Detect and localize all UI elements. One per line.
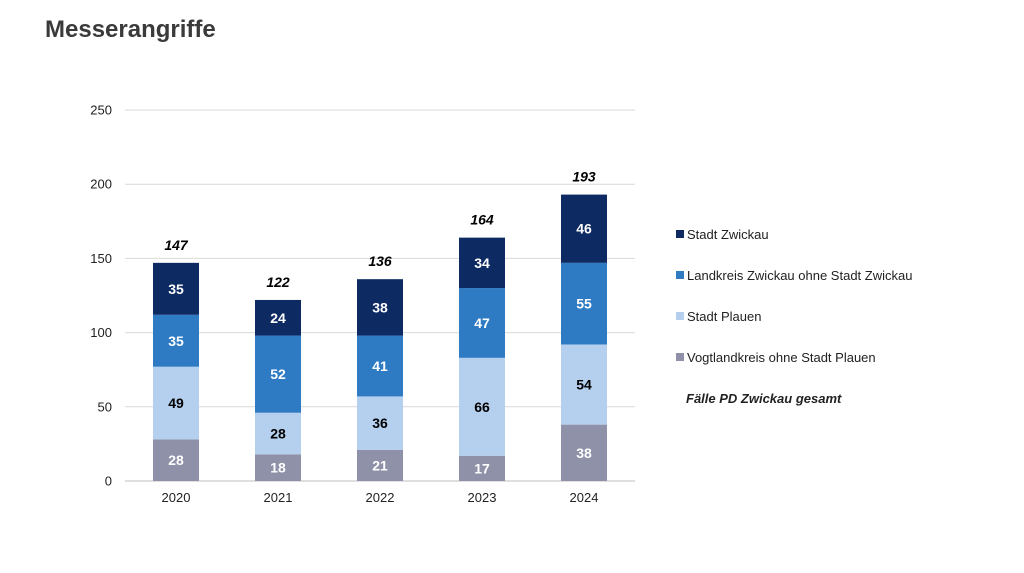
legend-label-landkreis-zwickau: Landkreis Zwickau ohne Stadt Zwickau	[687, 267, 913, 283]
legend-swatch-stadt-zwickau	[676, 230, 684, 238]
data-label: 18	[270, 460, 286, 476]
bar-segment	[459, 357, 505, 456]
legend-item-landkreis-zwickau: Landkreis Zwickau ohne Stadt Zwickau	[676, 265, 912, 285]
y-tick-label: 250	[90, 103, 112, 118]
legend-label-stadt-zwickau: Stadt Zwickau	[687, 226, 769, 242]
bar-segment	[459, 288, 505, 358]
bar-segment	[255, 335, 301, 413]
data-label: 21	[372, 457, 388, 473]
legend-label-stadt-plauen: Stadt Plauen	[687, 308, 762, 324]
total-label: 136	[368, 253, 392, 269]
data-label: 28	[168, 452, 184, 468]
x-tick-label: 2020	[162, 490, 191, 505]
data-label: 24	[270, 310, 286, 326]
x-tick-label: 2024	[570, 490, 599, 505]
legend-item-stadt-zwickau: Stadt Zwickau	[676, 224, 912, 244]
data-label: 35	[168, 333, 184, 349]
y-tick-label: 150	[90, 251, 112, 266]
data-label: 54	[576, 377, 592, 393]
bar-segment	[459, 237, 505, 289]
x-tick-label: 2023	[468, 490, 497, 505]
bar-segment	[153, 314, 199, 367]
legend-swatch-landkreis-zwickau	[676, 271, 684, 279]
total-label: 193	[572, 169, 596, 185]
bar-segment	[459, 455, 505, 481]
bar-segment	[561, 344, 607, 425]
data-label: 36	[372, 415, 388, 431]
y-tick-label: 50	[98, 399, 112, 414]
bar-segment	[561, 424, 607, 481]
legend-label-total: Fälle PD Zwickau gesamt	[686, 390, 842, 406]
data-label: 28	[270, 426, 286, 442]
bar-segment	[153, 262, 199, 315]
bar-segment	[255, 412, 301, 455]
data-label: 38	[576, 445, 592, 461]
bar-segment	[153, 439, 199, 481]
data-label: 55	[576, 296, 592, 312]
data-label: 49	[168, 395, 184, 411]
data-label: 46	[576, 221, 592, 237]
bar-segment	[357, 449, 403, 481]
bar-segment	[561, 262, 607, 345]
data-label: 66	[474, 399, 490, 415]
data-label: 52	[270, 366, 286, 382]
x-tick-label: 2021	[264, 490, 293, 505]
bar-segment	[357, 335, 403, 397]
y-tick-label: 100	[90, 325, 112, 340]
data-label: 17	[474, 460, 490, 476]
bar-segment	[255, 299, 301, 336]
data-label: 35	[168, 281, 184, 297]
legend-swatch-stadt-plauen	[676, 312, 684, 320]
y-tick-label: 200	[90, 177, 112, 192]
y-tick-label: 0	[105, 474, 112, 489]
bar-segment	[561, 194, 607, 263]
legend-item-vogtlandkreis: Vogtlandkreis ohne Stadt Plauen	[676, 347, 912, 367]
bar-segment	[357, 396, 403, 450]
legend-swatch-vogtlandkreis	[676, 353, 684, 361]
data-label: 34	[474, 255, 490, 271]
total-label: 147	[164, 237, 189, 253]
chart-legend: Stadt Zwickau Landkreis Zwickau ohne Sta…	[676, 224, 912, 408]
total-label: 122	[266, 274, 290, 290]
bar-segment	[153, 366, 199, 440]
total-label: 164	[470, 212, 494, 228]
legend-item-stadt-plauen: Stadt Plauen	[676, 306, 912, 326]
bar-segment	[357, 279, 403, 336]
legend-label-vogtlandkreis: Vogtlandkreis ohne Stadt Plauen	[687, 349, 876, 365]
data-label: 38	[372, 299, 388, 315]
data-label: 41	[372, 358, 388, 374]
page-title: Messerangriffe	[45, 16, 216, 43]
data-label: 47	[474, 315, 490, 331]
x-tick-label: 2022	[366, 490, 395, 505]
bar-segment	[255, 454, 301, 481]
